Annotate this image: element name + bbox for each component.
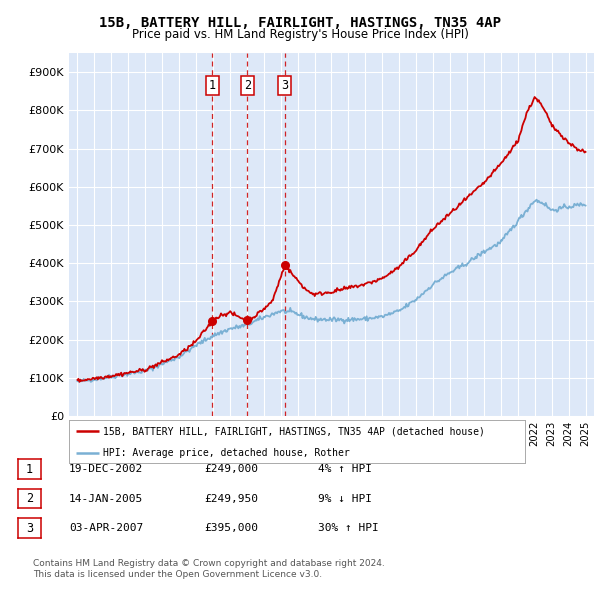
Text: Contains HM Land Registry data © Crown copyright and database right 2024.: Contains HM Land Registry data © Crown c… [33,559,385,568]
Text: 2: 2 [244,79,251,92]
Text: £249,000: £249,000 [204,464,258,474]
Text: £395,000: £395,000 [204,523,258,533]
Text: 14-JAN-2005: 14-JAN-2005 [69,494,143,503]
Text: 4% ↑ HPI: 4% ↑ HPI [318,464,372,474]
Text: 1: 1 [26,463,33,476]
Text: 1: 1 [209,79,216,92]
Text: 15B, BATTERY HILL, FAIRLIGHT, HASTINGS, TN35 4AP (detached house): 15B, BATTERY HILL, FAIRLIGHT, HASTINGS, … [103,427,485,436]
Text: 2: 2 [26,492,33,505]
Text: 3: 3 [26,522,33,535]
Text: HPI: Average price, detached house, Rother: HPI: Average price, detached house, Roth… [103,448,350,458]
Text: 3: 3 [281,79,289,92]
Text: 15B, BATTERY HILL, FAIRLIGHT, HASTINGS, TN35 4AP: 15B, BATTERY HILL, FAIRLIGHT, HASTINGS, … [99,16,501,30]
Text: Price paid vs. HM Land Registry's House Price Index (HPI): Price paid vs. HM Land Registry's House … [131,28,469,41]
Text: 30% ↑ HPI: 30% ↑ HPI [318,523,379,533]
Text: 03-APR-2007: 03-APR-2007 [69,523,143,533]
Text: 19-DEC-2002: 19-DEC-2002 [69,464,143,474]
Text: £249,950: £249,950 [204,494,258,503]
Text: This data is licensed under the Open Government Licence v3.0.: This data is licensed under the Open Gov… [33,571,322,579]
Text: 9% ↓ HPI: 9% ↓ HPI [318,494,372,503]
